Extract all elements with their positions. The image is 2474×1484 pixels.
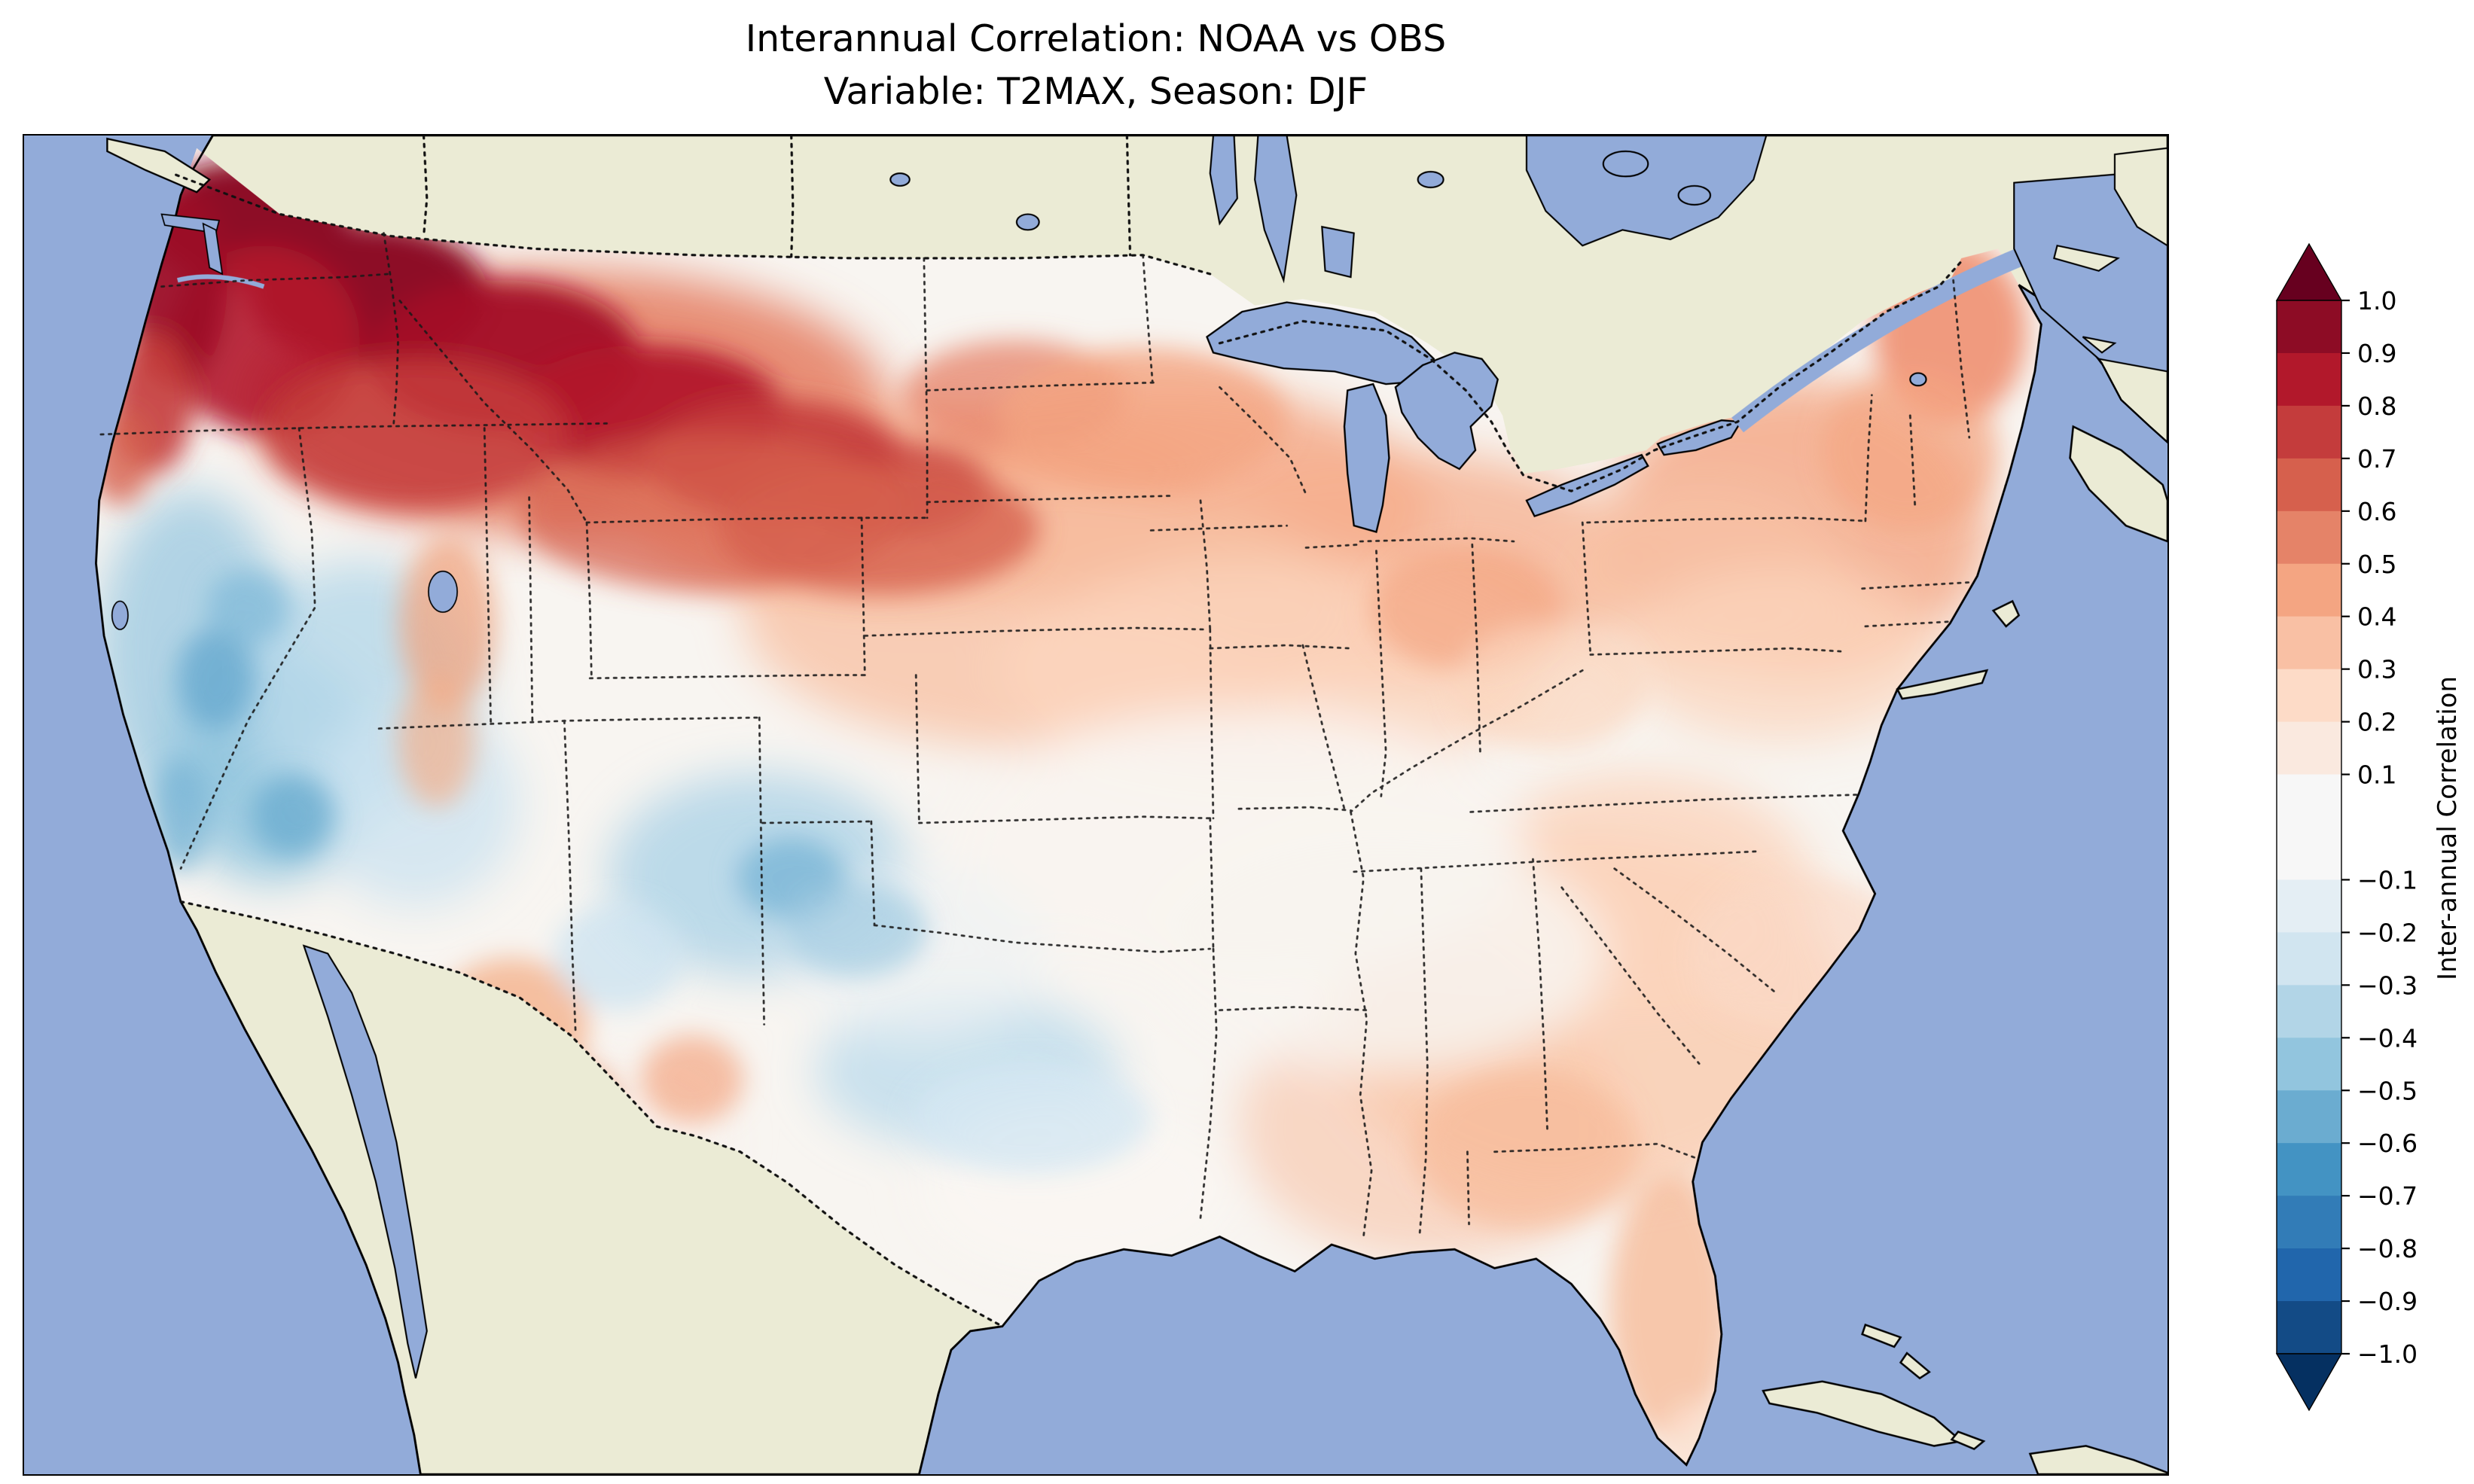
- colorbar-band: [2277, 985, 2341, 1038]
- colorbar-band: [2277, 616, 2341, 670]
- colorbar: 1.0 0.9 0.8 0.7 0.6 0.5 0.4 0.3 0.2 0.1 −0.1 −0.2 −0…: [2263, 233, 2466, 1423]
- cape-cod: [1991, 599, 2021, 628]
- colorbar-axis-label-wrap: Inter-annual Correlation: [2433, 233, 2463, 1423]
- colorbar-extend-triangle-top: [2275, 242, 2343, 301]
- colorbar-svg: 1.0 0.9 0.8 0.7 0.6 0.5 0.4 0.3 0.2 0.1 −0.1 −0.2 −0…: [2275, 242, 2418, 1412]
- colorbar-tick-label: 0.8: [2357, 392, 2396, 421]
- gulf-of-california: [302, 944, 428, 1379]
- colorbar-tick-label: −0.4: [2357, 1023, 2418, 1053]
- atlantic-canada: [1731, 147, 2167, 543]
- colorbar-band: [2277, 510, 2341, 565]
- great-lakes: [1206, 301, 1743, 533]
- colorbar-tick-label: −0.7: [2357, 1181, 2418, 1211]
- lake-winnipeg: [1254, 136, 1298, 284]
- cuba: [1762, 1380, 1964, 1447]
- colorbar-band: [2277, 458, 2341, 512]
- colorbar-tick-label: 0.3: [2357, 655, 2396, 684]
- us-mexico-border: [179, 900, 1004, 1328]
- lake-winnipegosis: [1209, 136, 1238, 226]
- figure-title-line1: Interannual Correlation: NOAA vs OBS: [745, 17, 1447, 60]
- colorbar-tick-label: 1.0: [2357, 286, 2396, 315]
- colorbar-tick-label: 0.4: [2357, 602, 2396, 632]
- colorbar-band: [2277, 1038, 2341, 1091]
- puget-sound: [202, 222, 224, 276]
- figure-title-line2: Variable: T2MAX, Season: DJF: [823, 70, 1368, 113]
- canada-province-border: [790, 136, 795, 258]
- colorbar-band: [2277, 721, 2341, 776]
- lake-nipigon: [1321, 225, 1355, 279]
- colorbar-band: [2277, 1143, 2341, 1196]
- newfoundland: [2113, 147, 2167, 247]
- coastline-stroke: [95, 136, 2103, 1474]
- colorbar-band: [2277, 405, 2341, 459]
- us-correlation-map: [24, 136, 2167, 1474]
- colorbar-band: [2277, 774, 2341, 881]
- prince-edward-island: [2082, 336, 2117, 354]
- anticosti-island: [2053, 245, 2120, 272]
- bahamas-island: [1899, 1351, 1931, 1380]
- colorbar-band: [2277, 669, 2341, 723]
- lake-michigan: [1343, 382, 1390, 533]
- us-canada-border-lakes: [1218, 260, 1963, 492]
- colorbar-tick-label: −0.3: [2357, 971, 2418, 1000]
- colorbar-tick-label: −1.0: [2357, 1339, 2418, 1369]
- hudson-james-bay: [1525, 136, 1768, 247]
- colorbar-axis-label: Inter-annual Correlation: [2433, 676, 2463, 980]
- map-panel: [23, 134, 2169, 1476]
- lake-huron: [1394, 352, 1499, 471]
- country-borders: [175, 136, 1963, 1328]
- colorbar-band: [2277, 352, 2341, 407]
- bahamas-island: [1861, 1323, 1902, 1348]
- colorbar-tick-label: −0.9: [2357, 1287, 2418, 1316]
- columbia-river: [176, 274, 265, 289]
- colorbar-tick-label: −0.8: [2357, 1234, 2418, 1263]
- colorbar-band: [2277, 1090, 2341, 1144]
- colorbar-band: [2277, 300, 2341, 354]
- colorbar-band: [2277, 1196, 2341, 1249]
- state-borders: [99, 232, 1972, 1238]
- islands: [1762, 599, 2167, 1474]
- colorbar-tick-label: 0.7: [2357, 444, 2396, 474]
- colorbar-band: [2277, 563, 2341, 617]
- colorbar-band: [2277, 1248, 2341, 1302]
- colorbar-tick-label: −0.1: [2357, 865, 2418, 894]
- lake-ontario: [1656, 419, 1743, 456]
- long-island: [1896, 669, 1989, 700]
- canada-lakes: [889, 136, 1927, 387]
- nova-scotia: [2069, 425, 2167, 543]
- hispaniola: [2028, 1445, 2167, 1474]
- colorbar-tick-label: 0.1: [2357, 760, 2396, 790]
- san-francisco-bay: [111, 600, 129, 630]
- great-salt-lake: [428, 570, 458, 613]
- colorbar-tick-label: 0.6: [2357, 497, 2396, 526]
- colorbar-band: [2277, 932, 2341, 986]
- colorbar-tick-label: 0.9: [2357, 339, 2396, 368]
- colorbar-band: [2277, 879, 2341, 933]
- colorbar-extend-triangle-bottom: [2275, 1353, 2343, 1412]
- colorbar-tick-label: −0.2: [2357, 918, 2418, 947]
- colorbar-tick-label: 0.2: [2357, 708, 2396, 737]
- colorbar-tick-label: 0.5: [2357, 550, 2396, 579]
- colorbar-tick-label: −0.5: [2357, 1076, 2418, 1105]
- colorbar-tick-label: −0.6: [2357, 1129, 2418, 1158]
- canada-province-border: [422, 136, 429, 238]
- small-island: [1950, 1431, 1986, 1451]
- colorbar-band: [2277, 1301, 2341, 1354]
- canada-province-border: [1125, 136, 1132, 257]
- us-canada-border: [175, 173, 1212, 276]
